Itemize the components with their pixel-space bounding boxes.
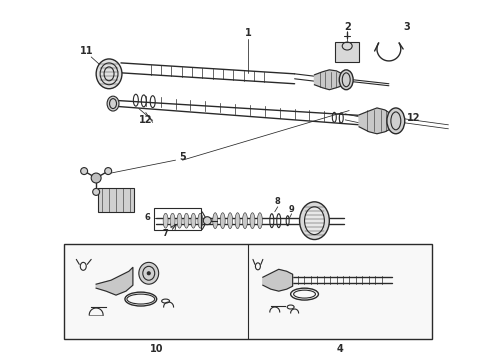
- Ellipse shape: [299, 202, 329, 239]
- Ellipse shape: [91, 173, 101, 183]
- Ellipse shape: [235, 213, 240, 229]
- Text: 12: 12: [407, 113, 420, 123]
- Ellipse shape: [191, 213, 196, 228]
- Ellipse shape: [220, 213, 225, 229]
- Text: 12: 12: [139, 116, 152, 126]
- Ellipse shape: [257, 213, 262, 229]
- Text: 3: 3: [403, 22, 410, 32]
- Ellipse shape: [93, 188, 99, 195]
- Polygon shape: [263, 269, 293, 291]
- Polygon shape: [315, 70, 342, 90]
- Ellipse shape: [250, 213, 255, 229]
- Text: 5: 5: [179, 152, 186, 162]
- Ellipse shape: [170, 213, 175, 228]
- Ellipse shape: [184, 213, 189, 228]
- Text: 7: 7: [163, 229, 169, 238]
- Ellipse shape: [243, 213, 247, 229]
- Bar: [64, 244, 432, 339]
- Ellipse shape: [105, 168, 112, 175]
- Text: 11: 11: [79, 46, 93, 56]
- Ellipse shape: [228, 213, 233, 229]
- Polygon shape: [359, 108, 391, 134]
- Ellipse shape: [139, 262, 159, 284]
- Ellipse shape: [81, 168, 88, 175]
- Bar: [154, 208, 201, 230]
- Polygon shape: [96, 267, 133, 295]
- Text: 8: 8: [275, 197, 281, 206]
- Ellipse shape: [387, 108, 405, 134]
- Bar: [98, 188, 134, 212]
- Ellipse shape: [339, 70, 353, 90]
- Text: 6: 6: [145, 213, 151, 222]
- Text: 2: 2: [344, 22, 350, 32]
- Ellipse shape: [96, 59, 122, 89]
- Ellipse shape: [198, 213, 203, 228]
- Bar: [335, 42, 359, 62]
- Ellipse shape: [203, 217, 211, 225]
- Ellipse shape: [177, 213, 182, 228]
- Ellipse shape: [107, 96, 119, 111]
- Text: 1: 1: [245, 28, 251, 38]
- Text: 9: 9: [289, 205, 294, 214]
- Ellipse shape: [213, 213, 218, 229]
- Ellipse shape: [147, 272, 150, 275]
- Ellipse shape: [305, 207, 324, 235]
- Text: 10: 10: [149, 344, 163, 354]
- Ellipse shape: [163, 213, 168, 228]
- Text: 4: 4: [337, 344, 343, 354]
